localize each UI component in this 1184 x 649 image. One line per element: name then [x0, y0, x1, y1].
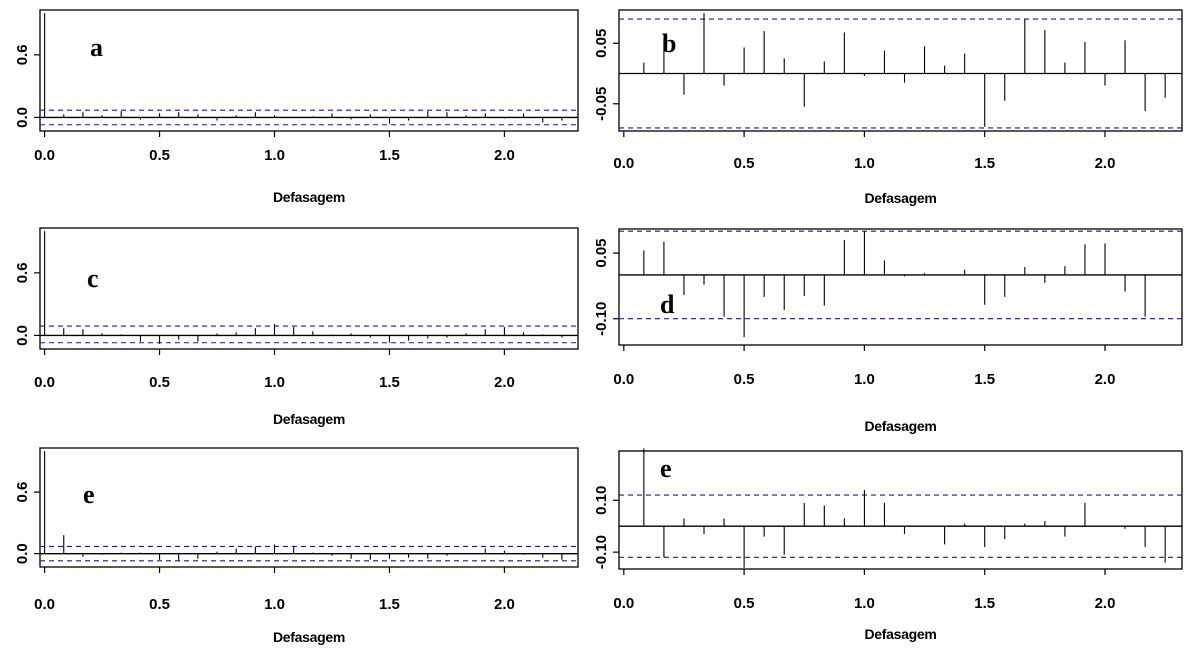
x-tick-label: 1.0 — [264, 374, 285, 391]
plot-frame — [39, 227, 579, 350]
x-tick-label: 0.5 — [734, 371, 755, 388]
x-tick-label: 1.0 — [264, 596, 285, 613]
acf-panel-e: 0.0 0.5 1.0 1.5 2.0 -0.10 0.10 Defasagem e — [593, 448, 1183, 642]
panel-letter: b — [662, 29, 676, 58]
x-tick-label: 1.5 — [379, 374, 400, 391]
x-tick-label: 0.5 — [149, 596, 170, 613]
x-tick-label: 1.5 — [974, 155, 995, 172]
x-tick-label: 0.5 — [734, 155, 755, 172]
x-axis-title: Defasagem — [864, 190, 936, 206]
panel-letter: c — [87, 264, 99, 293]
acf-panel-c: 0.0 0.5 1.0 1.5 2.0 0.0 0.6 Defasagem c — [14, 227, 579, 427]
x-tick-label: 1.5 — [974, 371, 995, 388]
x-tick-label: 0.0 — [34, 374, 55, 391]
x-axis-title: Defasagem — [864, 626, 936, 642]
x-tick-label: 2.0 — [494, 147, 515, 164]
x-axis-title: Defasagem — [273, 629, 345, 645]
y-tick-label: 0.0 — [14, 543, 31, 564]
x-tick-label: 1.0 — [854, 371, 875, 388]
x-tick-label: 1.0 — [264, 147, 285, 164]
y-tick-label: 0.05 — [593, 29, 610, 58]
x-tick-label: 0.0 — [34, 596, 55, 613]
x-tick-label: 1.5 — [379, 596, 400, 613]
x-tick-label: 2.0 — [1095, 371, 1116, 388]
x-axis-title: Defasagem — [273, 411, 345, 427]
x-tick-label: 1.0 — [854, 155, 875, 172]
x-tick-label: 0.0 — [613, 155, 634, 172]
plot-frame — [39, 447, 579, 568]
panel-letter: a — [90, 33, 103, 62]
panel-letter: e — [660, 454, 672, 483]
x-tick-label: 2.0 — [1095, 155, 1116, 172]
x-tick-label: 2.0 — [494, 596, 515, 613]
x-axis-title: Defasagem — [273, 189, 345, 205]
y-tick-label: 0.10 — [593, 486, 610, 515]
acf-panel-e: 0.0 0.5 1.0 1.5 2.0 0.0 0.6 Defasagem e — [14, 447, 579, 645]
x-tick-label: 0.0 — [613, 371, 634, 388]
x-tick-label: 1.5 — [974, 595, 995, 612]
y-tick-label: 0.6 — [14, 482, 31, 503]
y-tick-label: -0.10 — [593, 302, 610, 336]
x-axis-title: Defasagem — [864, 418, 936, 434]
x-tick-label: 1.0 — [854, 595, 875, 612]
y-tick-label: -0.05 — [593, 87, 610, 121]
acf-panel-a: 0.0 0.5 1.0 1.5 2.0 0.0 0.6 Defasagem a — [14, 9, 579, 205]
x-tick-label: 2.0 — [494, 374, 515, 391]
x-tick-label: 1.5 — [379, 147, 400, 164]
y-tick-label: 0.0 — [14, 325, 31, 346]
acf-panel-d: 0.0 0.5 1.0 1.5 2.0 -0.10 0.05 Defasagem d — [593, 228, 1183, 434]
plot-frame — [618, 228, 1183, 346]
x-tick-label: 0.5 — [149, 374, 170, 391]
x-tick-label: 0.5 — [149, 147, 170, 164]
x-tick-label: 0.5 — [734, 595, 755, 612]
y-tick-label: 0.05 — [593, 238, 610, 267]
y-tick-label: 0.0 — [14, 107, 31, 128]
x-tick-label: 0.0 — [34, 147, 55, 164]
plot-frame — [39, 9, 579, 132]
panel-letter: d — [660, 290, 675, 319]
y-tick-label: -0.10 — [593, 535, 610, 569]
x-tick-label: 0.0 — [613, 595, 634, 612]
x-tick-label: 2.0 — [1095, 595, 1116, 612]
y-tick-label: 0.6 — [14, 44, 31, 65]
acf-panel-b: 0.0 0.5 1.0 1.5 2.0 -0.05 0.05 Defasagem b — [593, 9, 1183, 206]
plot-frame — [618, 9, 1183, 132]
y-tick-label: 0.6 — [14, 262, 31, 283]
panel-letter: e — [83, 480, 95, 509]
plot-frame — [618, 450, 1183, 570]
